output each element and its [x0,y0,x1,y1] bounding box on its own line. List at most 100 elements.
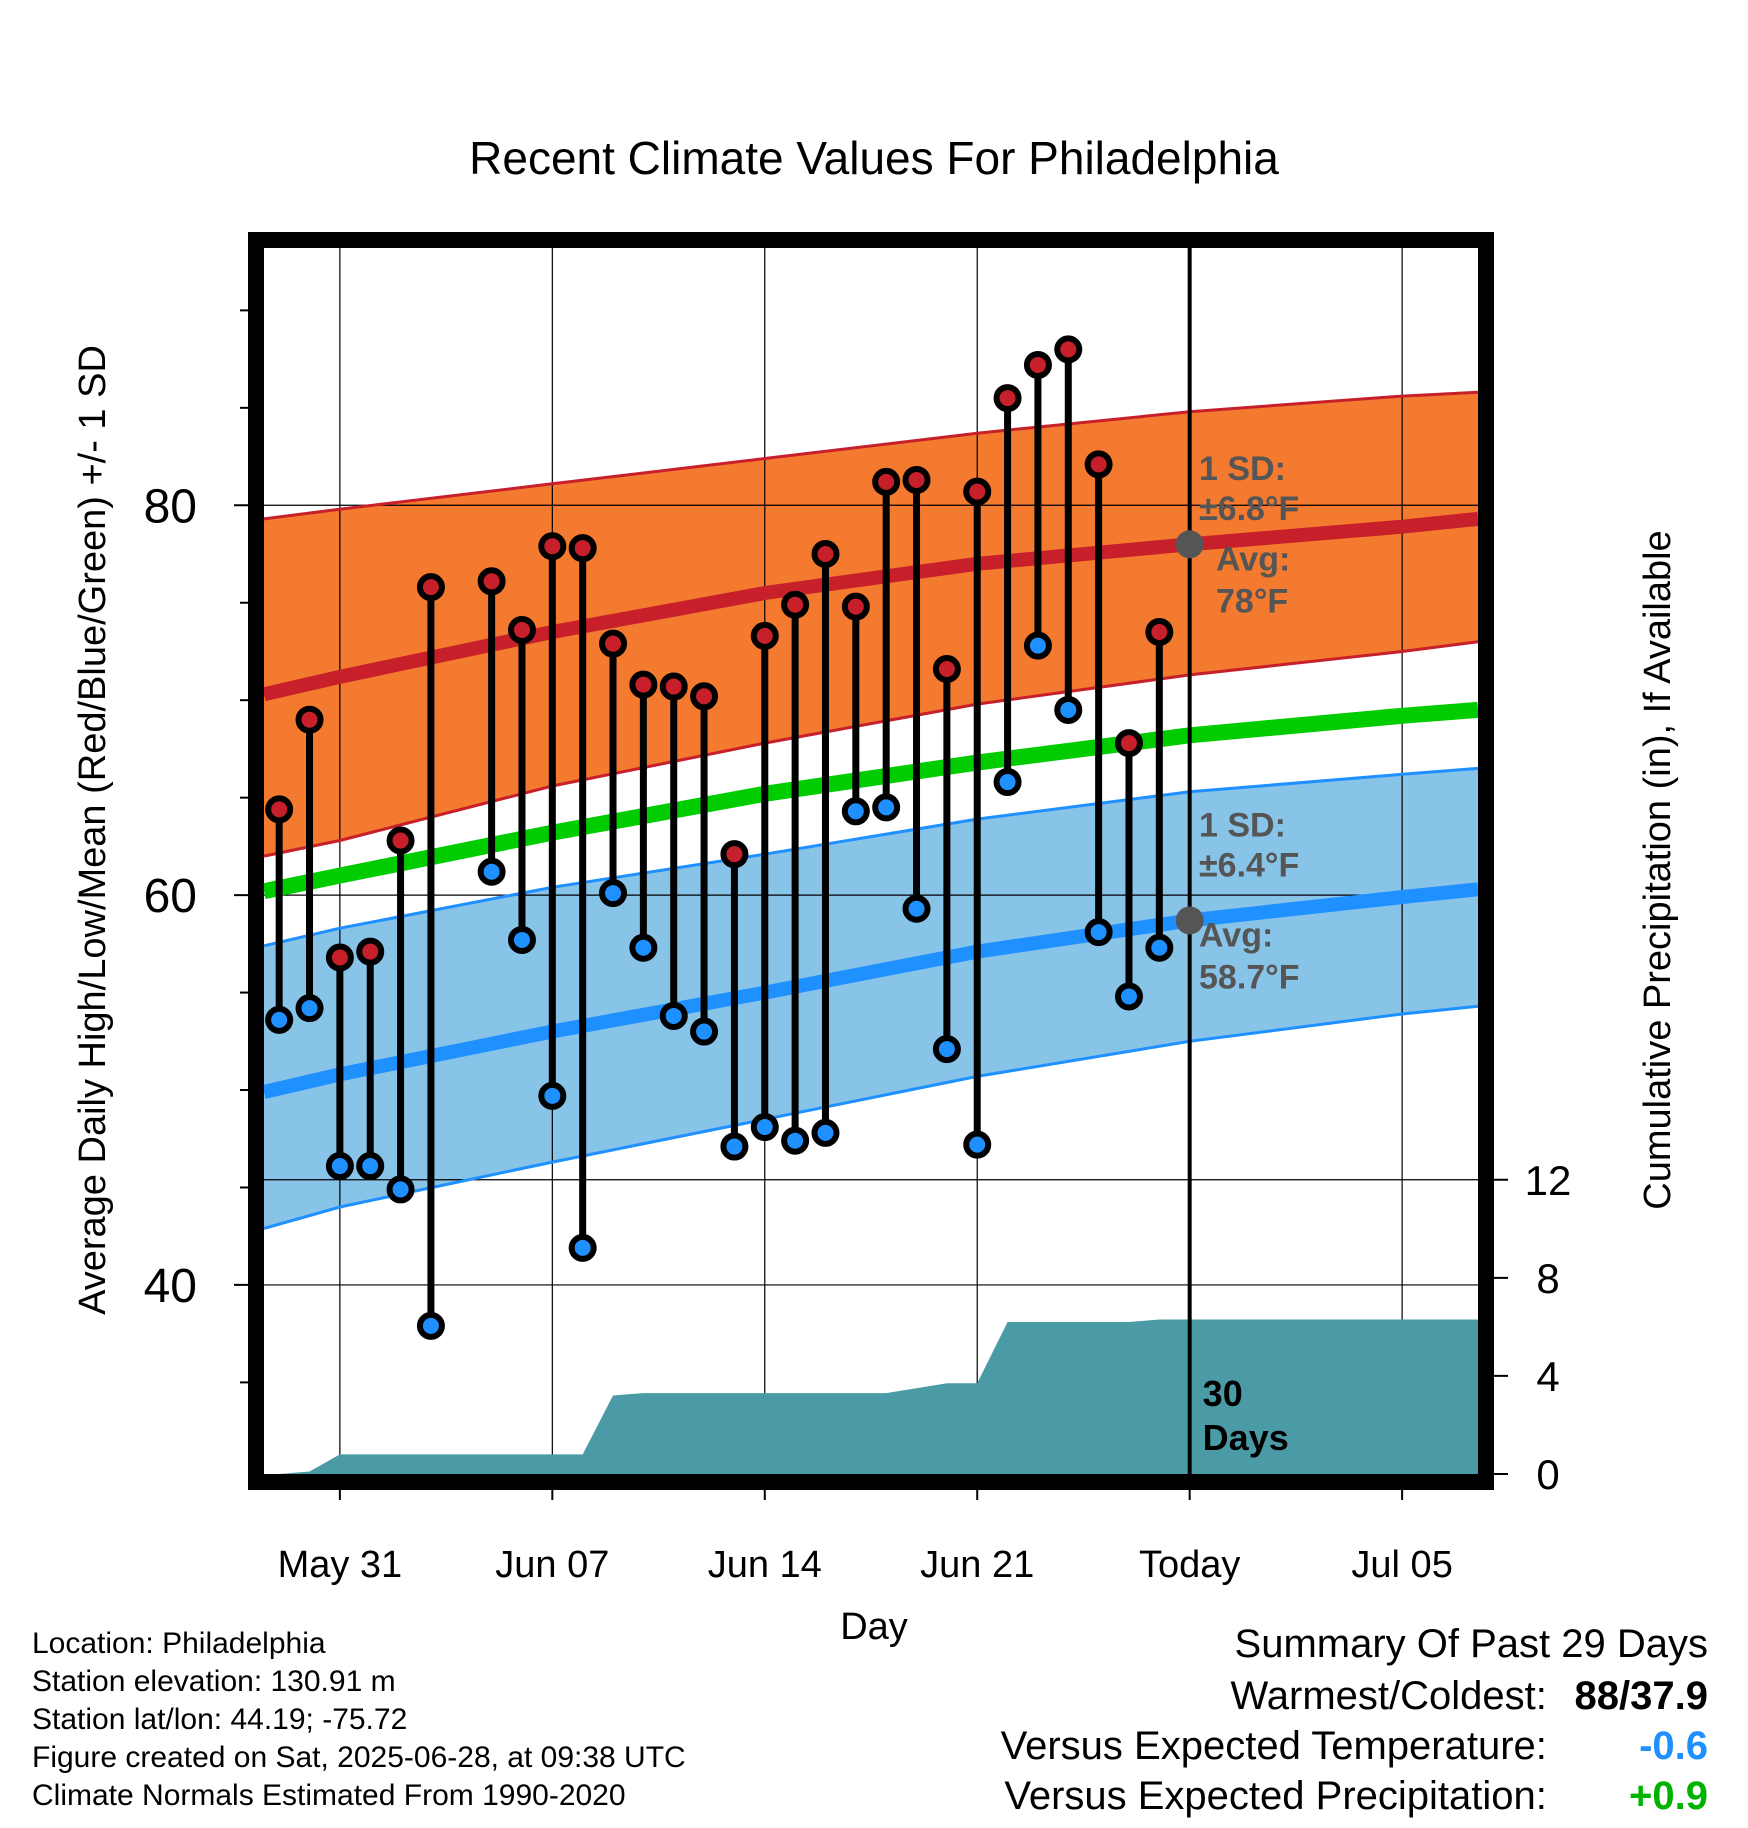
daily-low-point [629,933,658,962]
summary-temp: Versus Expected Temperature: -0.6 [1001,1724,1708,1769]
low-sd-lower-line [263,1004,1479,1230]
daily-high-point [356,937,385,966]
daily-low-point [538,1081,567,1110]
daily-high-point [507,616,536,645]
daily-low-point [902,894,931,923]
daily-high-point [265,795,294,824]
daily-high-point [629,670,658,699]
daily-low-point [325,1152,354,1181]
avg-label-title-0: Avg: [1216,540,1290,578]
sd-label-value-1: ±6.4°F [1199,847,1299,885]
footer-elevation: Station elevation: 130.91 m [32,1665,396,1698]
daily-low-point [963,1130,992,1159]
daily-high-point [568,534,597,563]
daily-low-point [386,1175,415,1204]
high-avg-line [262,511,1479,702]
daily-high-point [1084,450,1113,479]
x-tick-label: Jul 05 [1351,1544,1452,1586]
mean-avg-line [262,701,1479,900]
daily-high-point [750,621,779,650]
daily-low-point [690,1017,719,1046]
y-tick-label: 60 [144,870,197,923]
precip-anomaly-value: +0.9 [1629,1774,1708,1818]
footer-latlon: Station lat/lon: 44.19; -75.72 [32,1703,408,1736]
daily-high-point [932,655,961,684]
daily-low-point [781,1126,810,1155]
temp-anomaly-label: Versus Expected Temperature: [1000,1724,1547,1768]
daily-high-point [720,840,749,869]
daily-low-point [477,857,506,886]
daily-low-point [659,1001,688,1030]
daily-high-point [599,629,628,658]
y-tick-label: 80 [144,480,197,533]
avg-today-dot-0 [1175,530,1204,559]
daily-low-point [1114,982,1143,1011]
daily-low-point [265,1005,294,1034]
y2-tick-label: 4 [1536,1353,1559,1400]
daily-high-point [538,532,567,561]
footer-info: Location: Philadelphia Station elevation… [32,1625,686,1815]
avg-label-value-0: 78°F [1216,582,1288,620]
low-avg-line [262,882,1479,1099]
daily-high-point [1114,729,1143,758]
x-tick-label: Today [1139,1544,1240,1586]
daily-low-point [993,768,1022,797]
precip-anomaly-label: Versus Expected Precipitation: [1004,1774,1547,1818]
summary-warm-cold: Warmest/Coldest: 88/37.9 [1231,1674,1709,1719]
x-tick-label: May 31 [278,1544,403,1586]
daily-high-point [477,567,506,596]
today-days-label-line1: 30 [1203,1373,1243,1414]
daily-high-point [811,540,840,569]
daily-low-point [720,1132,749,1161]
sd-label-value-0: ±6.8°F [1199,490,1299,528]
daily-high-point [690,682,719,711]
x-axis-label: Day [840,1606,908,1648]
daily-high-point [841,592,870,621]
avg-label-title-1: Avg: [1199,916,1273,954]
avg-today-dot-1 [1175,906,1204,935]
low-sd-upper-line [263,766,1479,948]
x-tick-label: Jun 07 [495,1544,609,1586]
daily-low-point [507,925,536,954]
daily-high-point [963,477,992,506]
today-days-label-line2: Days [1203,1417,1289,1458]
daily-low-point [1084,918,1113,947]
x-tick-label: Jun 14 [708,1544,822,1586]
cumulative-precip-area [264,1319,1478,1474]
y-tick-label: 40 [144,1260,197,1313]
footer-normals: Climate Normals Estimated From 1990-2020 [32,1779,626,1812]
plot-frame [248,232,1494,1490]
daily-high-point [386,826,415,855]
daily-low-point [295,994,324,1023]
y2-axis-label: Cumulative Precipitation (in), If Availa… [1637,530,1679,1209]
high-sd-lower-line [263,640,1479,858]
footer-created: Figure created on Sat, 2025-06-28, at 09… [32,1741,686,1774]
daily-low-point [568,1233,597,1262]
daily-low-point [1145,933,1174,962]
high-sd-band [264,392,1478,857]
daily-low-point [841,797,870,826]
daily-low-point [1023,631,1052,660]
daily-high-point [1145,617,1174,646]
y-axis-label: Average Daily High/Low/Mean (Red/Blue/Gr… [72,345,114,1315]
daily-low-point [872,793,901,822]
daily-high-point [659,672,688,701]
low-sd-band [264,768,1478,1229]
daily-high-point [295,705,324,734]
sd-label-title-1: 1 SD: [1199,807,1286,845]
daily-low-point [416,1311,445,1340]
daily-low-point [1054,695,1083,724]
daily-low-point [599,879,628,908]
daily-high-point [1023,350,1052,379]
footer-location: Location: Philadelphia [32,1627,326,1660]
warm-cold-value: 88/37.9 [1574,1674,1708,1718]
x-tick-label: Jun 21 [920,1544,1034,1586]
summary-precip: Versus Expected Precipitation: +0.9 [1004,1774,1708,1819]
high-sd-upper-line [263,390,1479,521]
daily-high-point [902,465,931,494]
daily-high-point [325,943,354,972]
warm-cold-label: Warmest/Coldest: [1230,1674,1547,1718]
daily-low-point [811,1118,840,1147]
temp-anomaly-value: -0.6 [1639,1724,1708,1768]
